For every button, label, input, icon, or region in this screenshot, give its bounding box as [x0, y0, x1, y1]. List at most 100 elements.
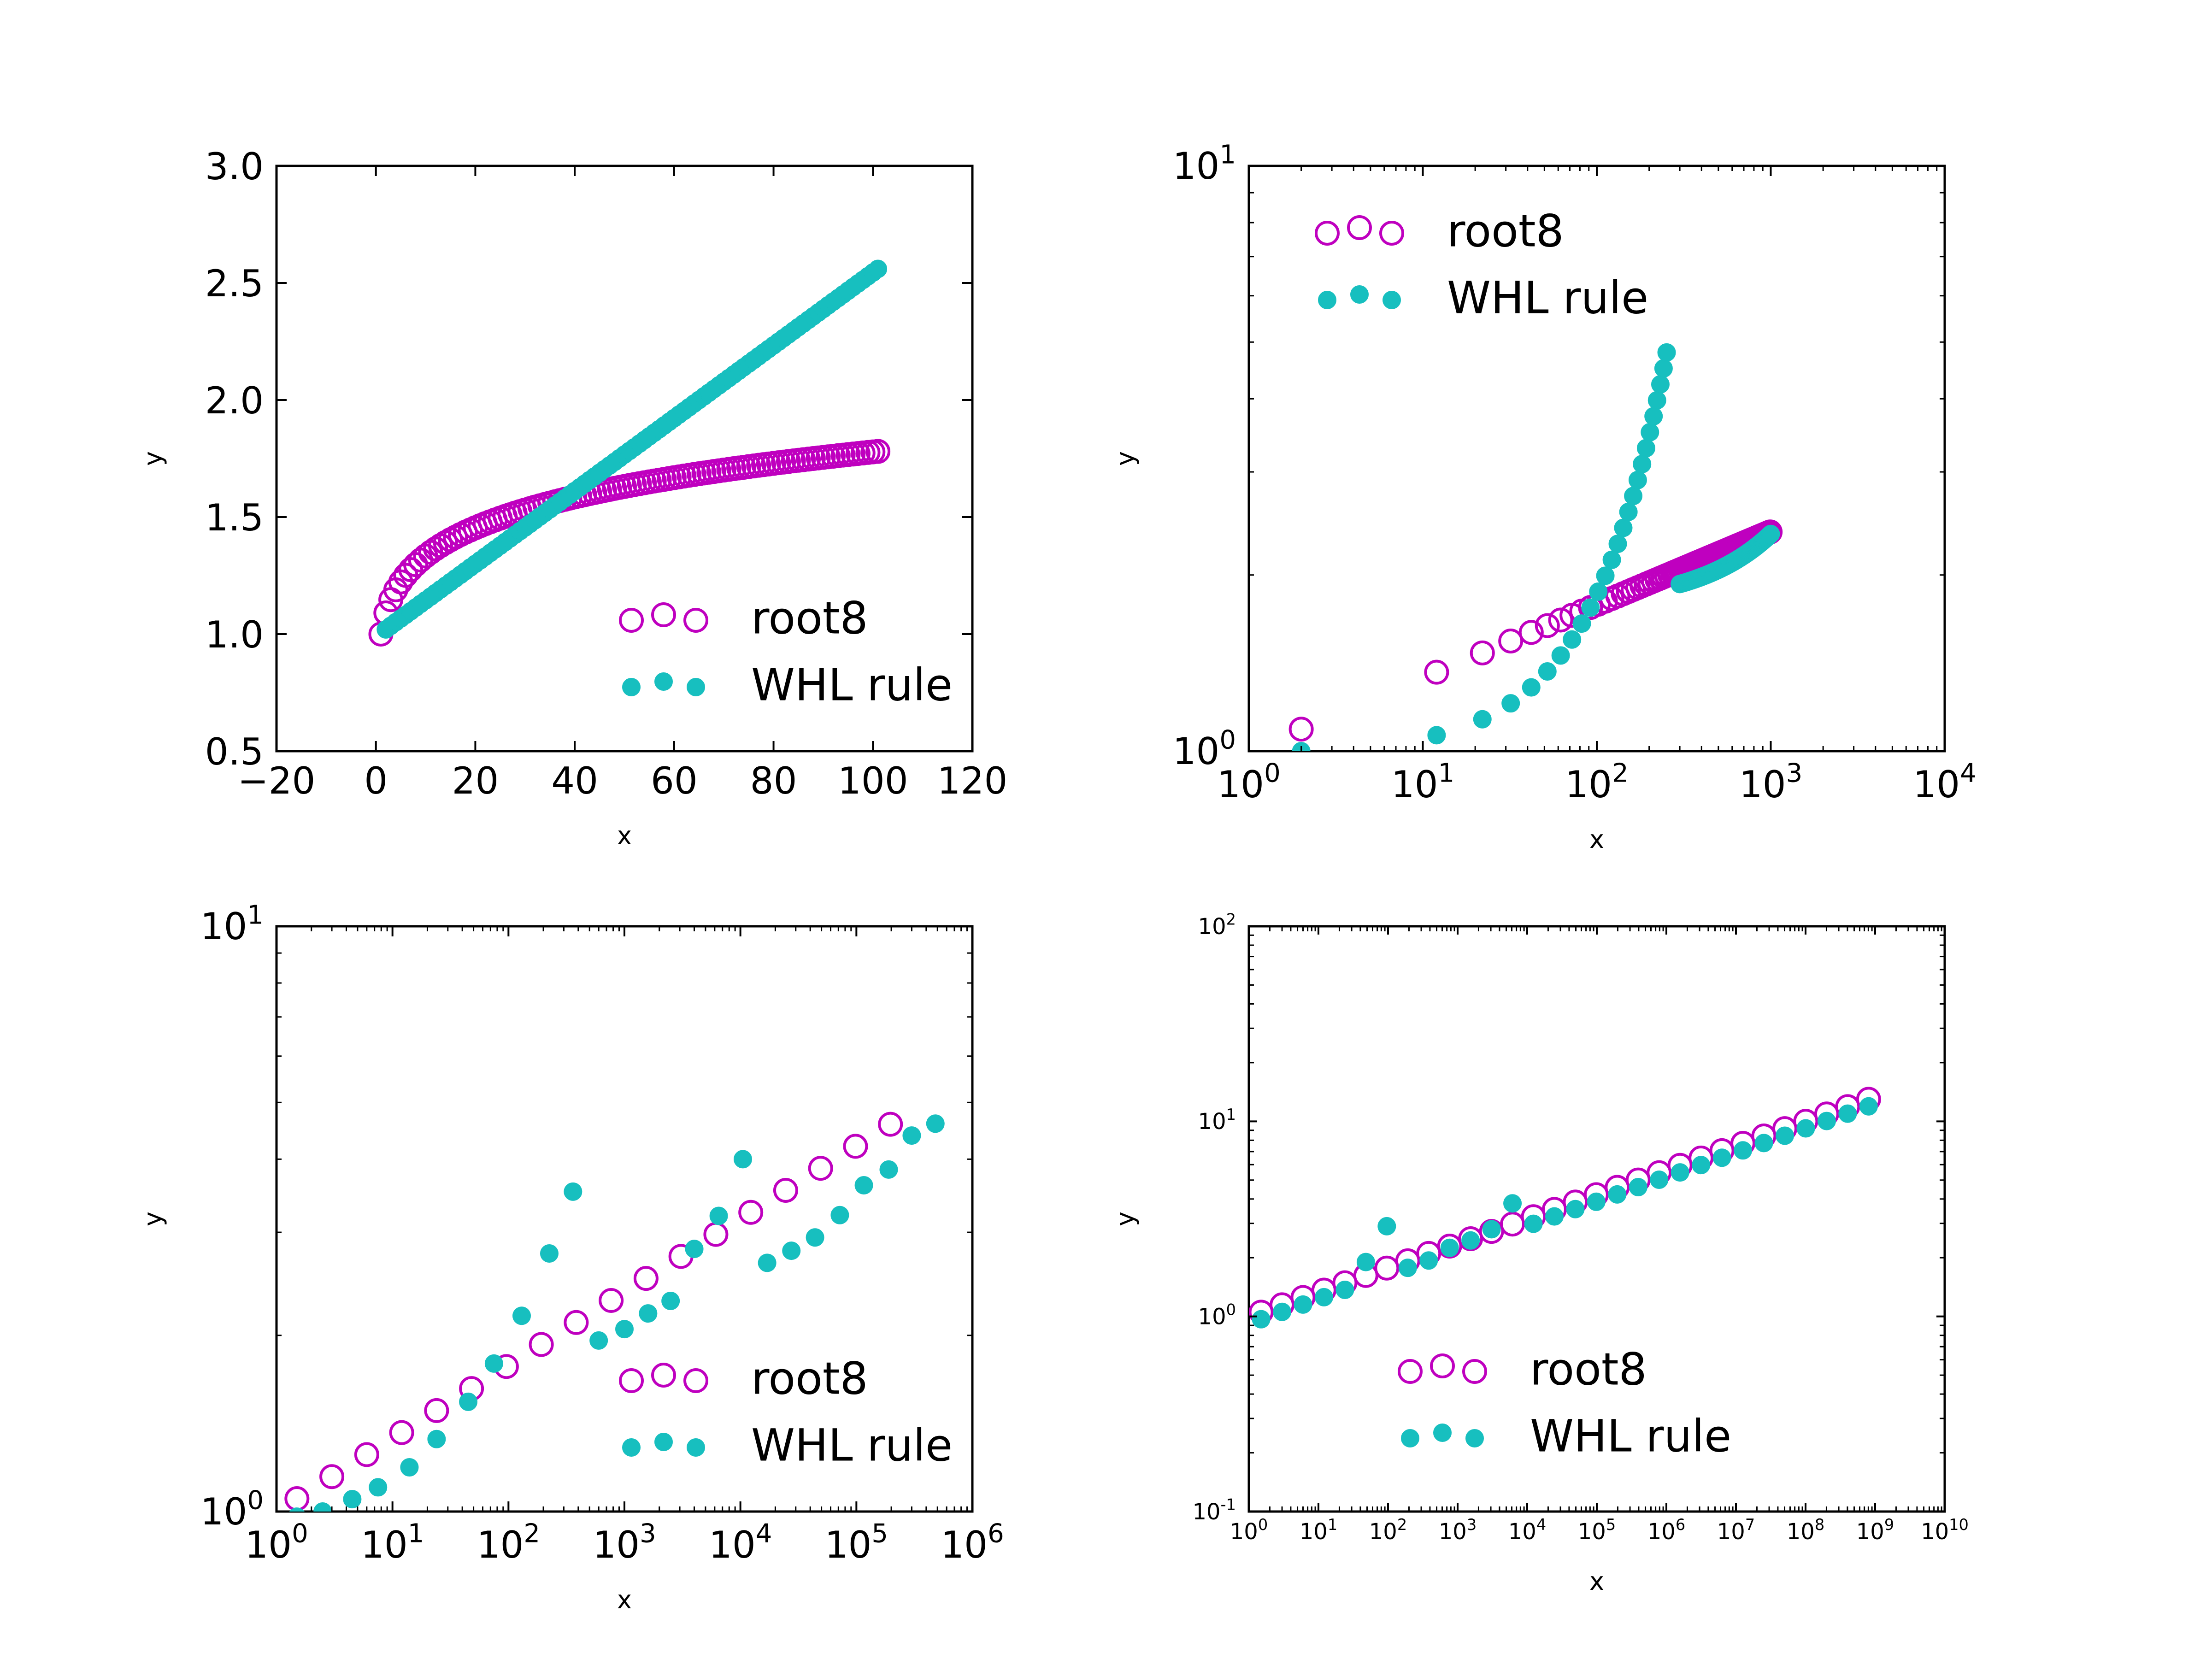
data-point-whl — [1629, 1177, 1647, 1196]
data-point-whl — [1654, 359, 1673, 378]
data-point-root8 — [633, 1266, 659, 1291]
data-point-root8 — [1535, 613, 1560, 638]
legend-label: WHL rule — [1530, 1411, 1731, 1462]
data-point-root8 — [319, 1464, 345, 1489]
data-point-whl — [1538, 662, 1557, 681]
data-point-whl — [1587, 1192, 1606, 1211]
x-tick-label: 120 — [937, 759, 1008, 802]
data-point-whl — [589, 1331, 608, 1350]
data-point-whl — [1581, 598, 1600, 617]
y-tick-label: 10-1 — [1192, 1496, 1236, 1525]
data-point-whl — [1503, 1194, 1522, 1213]
x-axis-label: x — [1589, 825, 1604, 854]
data-point-whl — [685, 1240, 704, 1259]
data-point-whl — [1838, 1104, 1857, 1123]
data-point-whl — [400, 1458, 419, 1477]
data-point-whl — [1501, 694, 1520, 713]
data-point-whl — [1647, 391, 1666, 410]
legend-marker-root8 — [1315, 221, 1340, 246]
legend-marker-whl — [687, 1438, 705, 1457]
legend-marker-root8 — [1347, 215, 1372, 240]
data-point-root8 — [424, 1398, 449, 1423]
legend-marker-root8 — [651, 1363, 676, 1388]
x-tick-label: 103 — [593, 1518, 656, 1566]
data-point-root8 — [1498, 629, 1524, 654]
panel-linear: −20 0 20 40 60 80 100 120 0.5 1.0 1.5 2.0 2.5 3.0 x y ro… — [138, 145, 1007, 850]
data-point-whl — [564, 1182, 582, 1201]
x-tick-label: 101 — [1300, 1516, 1337, 1545]
x-tick-label: 1010 — [1921, 1516, 1969, 1545]
data-point-whl — [1252, 1310, 1271, 1329]
data-point-root8 — [738, 1200, 764, 1225]
x-tick-label: 106 — [941, 1518, 1004, 1566]
data-point-whl — [1589, 582, 1608, 601]
x-tick-label: 60 — [651, 759, 698, 802]
data-point-whl — [1398, 1259, 1417, 1277]
data-point-whl — [1651, 375, 1670, 394]
data-point-whl — [1859, 1097, 1878, 1116]
data-point-whl — [459, 1392, 478, 1411]
x-tick-label: 108 — [1787, 1516, 1824, 1545]
data-point-whl — [1734, 1141, 1753, 1160]
y-tick-label: 100 — [200, 1485, 264, 1533]
data-point-whl — [1522, 678, 1541, 697]
legend-marker-whl — [622, 678, 641, 696]
legend-marker-whl — [1433, 1424, 1452, 1442]
legend-marker-root8 — [619, 1368, 644, 1393]
data-point-whl — [1692, 1156, 1711, 1175]
plot-frame — [1247, 925, 1946, 1513]
x-tick-label: 107 — [1717, 1516, 1755, 1545]
legend-label: WHL rule — [751, 1420, 953, 1471]
y-tick-label: 101 — [200, 900, 264, 948]
data-point-whl — [1614, 518, 1633, 537]
legend-marker-root8 — [683, 608, 708, 633]
data-point-root8 — [878, 1112, 903, 1137]
y-tick-label: 0.5 — [205, 730, 264, 773]
data-point-whl — [926, 1114, 945, 1133]
data-point-root8 — [564, 1310, 589, 1335]
data-point-whl — [1628, 471, 1647, 489]
x-tick-label: 100 — [1217, 758, 1280, 806]
data-point-root8 — [529, 1332, 554, 1357]
data-point-whl — [1356, 1253, 1375, 1271]
x-tick-label: 105 — [1578, 1516, 1616, 1545]
data-point-root8 — [354, 1442, 379, 1467]
x-tick-label: 100 — [1230, 1516, 1268, 1545]
x-tick-label: 102 — [477, 1518, 540, 1566]
panel-loglog-2: 100 101 102 103 104 105 106 100 101 x y root8 WHL ru… — [138, 900, 1004, 1614]
data-point-whl — [540, 1244, 559, 1263]
x-tick-label: 101 — [361, 1518, 424, 1566]
data-point-whl — [1796, 1119, 1815, 1138]
data-point-whl — [1335, 1280, 1354, 1299]
data-point-whl — [1596, 566, 1615, 585]
data-point-whl — [709, 1206, 728, 1225]
data-point-whl — [1817, 1112, 1836, 1130]
legend-label: WHL rule — [751, 659, 953, 711]
legend-marker-root8 — [1379, 221, 1404, 246]
data-point-whl — [1624, 487, 1643, 506]
data-point-whl — [1644, 407, 1663, 426]
data-point-root8 — [599, 1288, 624, 1313]
legend-label: WHL rule — [1447, 272, 1648, 324]
panel-loglog-1: 100 101 102 103 104 100 101 x y root8 WHL rule — [1111, 140, 1977, 854]
data-point-whl — [1545, 1207, 1564, 1226]
x-tick-label: 103 — [1439, 1516, 1477, 1545]
data-point-whl — [869, 259, 888, 278]
legend-marker-root8 — [1398, 1359, 1423, 1384]
x-tick-label: 102 — [1565, 758, 1628, 806]
data-point-whl — [1641, 423, 1659, 441]
legend-marker-whl — [1318, 291, 1336, 309]
y-axis-label: y — [138, 1212, 167, 1226]
data-point-root8 — [1470, 640, 1495, 665]
legend-marker-whl — [1350, 285, 1369, 304]
plot-frame — [1247, 165, 1946, 753]
data-point-root8 — [1548, 607, 1573, 633]
data-point-whl — [427, 1430, 446, 1448]
plot-frame — [275, 925, 974, 1513]
data-point-root8 — [865, 439, 891, 464]
data-point-root8 — [773, 1178, 798, 1203]
data-point-whl — [1671, 1163, 1689, 1182]
data-point-whl — [1294, 1295, 1312, 1314]
x-tick-label: 20 — [452, 759, 499, 802]
legend-marker-root8 — [1462, 1359, 1487, 1384]
